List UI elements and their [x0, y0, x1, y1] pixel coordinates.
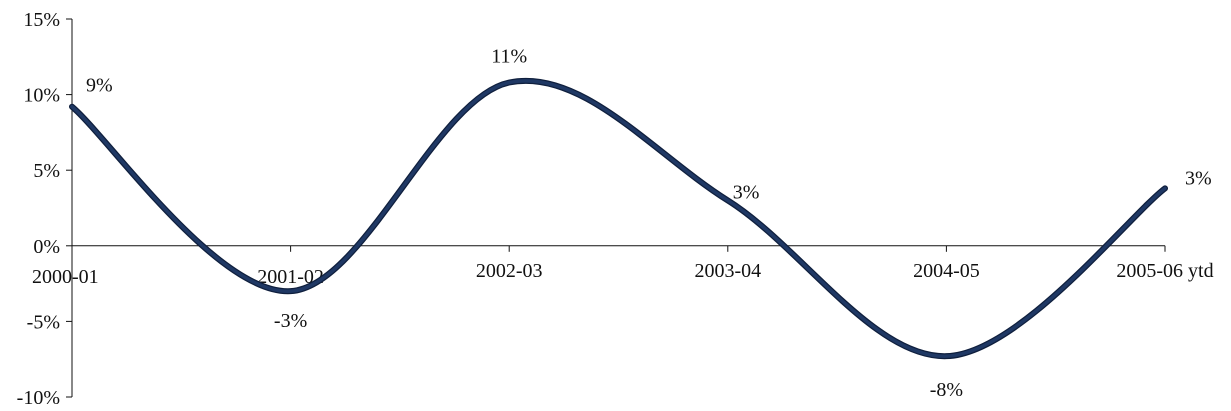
data-label: 3% — [1185, 167, 1212, 189]
x-category-label: 2002-03 — [476, 260, 543, 282]
series-group — [69, 77, 1168, 360]
data-label: 11% — [491, 46, 527, 68]
y-tick-label: -10% — [17, 387, 60, 409]
y-tick-label: 15% — [23, 9, 60, 31]
series-line — [70, 79, 1167, 358]
data-label: 9% — [86, 75, 113, 97]
x-category-label: 2004-05 — [913, 260, 980, 282]
y-tick-label: 10% — [23, 85, 60, 107]
x-category-label: 2003-04 — [694, 260, 761, 282]
data-label: -3% — [274, 310, 307, 332]
data-labels: 9% -3% 11% 3% -8% 3% — [86, 46, 1212, 402]
x-category-label: 2001-02 — [257, 266, 324, 288]
x-category-label: 2005-06 ytd — [1116, 260, 1213, 282]
y-tick-label: -5% — [27, 311, 60, 333]
y-tick-label: 5% — [33, 160, 60, 182]
data-label: -8% — [930, 379, 963, 401]
x-category-label: 2000-01 — [32, 266, 99, 288]
series-line-outline — [69, 77, 1168, 360]
y-axis: 15% 10% 5% 0% -5% -10% — [17, 9, 73, 409]
x-axis: 2000-01 2001-02 2002-03 2003-04 2004-05 2005-… — [32, 245, 1214, 288]
y-tick-label: 0% — [33, 236, 60, 258]
data-label: 3% — [733, 181, 760, 203]
